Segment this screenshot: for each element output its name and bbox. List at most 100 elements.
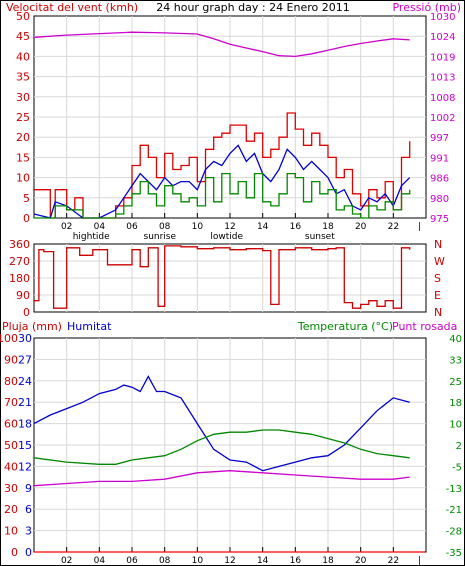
pressure-tick: 975 [430,214,449,225]
temperature-line [33,429,410,465]
x-tick-label: 18 [322,222,334,232]
wind-speed-tick: 35 [16,71,30,84]
temperature-tick: -5 [452,462,462,473]
event-label: sunset [305,232,335,242]
wind-speed-tick: 40 [16,50,30,63]
pressure-tick: 986 [430,174,449,185]
pressure-ticks: 975 980 986 991 997 1002 1008 1013 1019 1024 1030 [430,12,455,225]
humidity-tick: 18 [18,418,32,431]
time-axis: 02 04 06 08 10 12 14 16 18 20 22 | hightide sunrise lo… [61,213,421,242]
x-tick-label: 02 [61,222,72,232]
wind-speed-tick: 20 [16,131,30,144]
pressure-tick: 1013 [430,73,455,84]
x-tick-label: 10 [192,222,204,232]
temperature-tick: 10 [449,420,462,431]
humidity-tick: 3 [25,525,32,538]
pressure-axis-label: Pressió (mb) [392,1,461,14]
humidity-axis-label: Humitat [67,320,112,333]
x-tick-label: 20 [355,556,367,566]
rain-humidity-temperature-series [33,375,425,553]
humidity-tick: 9 [25,482,32,495]
humidity-tick: 27 [18,353,32,366]
x-tick-label: 14 [257,222,269,232]
rain-tick: 80 [4,375,18,388]
degrees-tick: 360 [9,238,30,251]
wind-speed-tick: 0 [23,212,30,225]
temperature-tick: 18 [449,398,462,409]
x-tick-label: 10 [192,556,204,566]
x-tick-label: 08 [159,556,171,566]
wind-speed-ticks: 0 5 10 15 20 25 30 35 40 45 50 [16,10,30,225]
temperature-label-text: Temperatura (°C) [297,320,393,333]
wind-speed-tick: 50 [16,10,30,23]
humidity-tick: 0 [25,546,32,559]
humidity-tick: 21 [18,396,32,409]
temperature-ticks: -35 -28 -21 -13 -5 2 10 18 25 33 40 [446,334,462,559]
wind-pressure-series [33,31,411,219]
humidity-line [33,375,410,472]
compass-tick: N [434,238,442,251]
x-tick-label: 02 [61,556,72,566]
temperature-tick: 33 [449,355,462,366]
rain-tick: 10 [4,525,18,538]
temperature-tick: -28 [446,527,462,538]
temperature-tick: -35 [446,548,462,559]
compass-tick: N [434,306,442,319]
rain-tick: 30 [4,482,18,495]
humidity-tick: 6 [25,503,32,516]
x-tick-label: 20 [355,222,367,232]
degrees-tick: 180 [9,272,30,285]
pressure-tick: 1002 [430,113,455,124]
humidity-tick: 12 [18,460,32,473]
x-tick-label: 12 [224,222,235,232]
humidity-ticks: 0 3 6 9 12 15 18 21 24 27 30 [18,332,32,559]
degrees-tick: 0 [23,306,30,319]
wind-direction-series [34,245,411,309]
event-label: lowtide [210,232,243,242]
temperature-tick: 25 [449,377,462,388]
rain-axis-label: Pluja (mm) [2,320,62,333]
pressure-tick: 1008 [430,93,455,104]
rain-tick: 50 [4,439,18,452]
x-tick-label: 06 [126,222,138,232]
wind-average-line [34,172,411,219]
humidity-tick: 15 [18,439,32,452]
wind-speed-tick: 15 [16,151,30,164]
pressure-tick: 1024 [430,32,455,43]
x-tick-label: 08 [159,222,171,232]
x-tick-label: 22 [388,556,399,566]
compass-tick: W [434,255,445,268]
x-tick-label: | [418,222,421,232]
degrees-tick: 90 [16,289,30,302]
rain-tick: 70 [4,396,18,409]
wind-speed-tick: 10 [16,172,30,185]
wind-direction-line [34,245,411,309]
humidity-tick: 24 [18,375,32,388]
rain-ticks: 0 10 20 30 40 50 60 70 80 90 100 [0,332,18,559]
degrees-ticks: 0 90 180 270 360 [9,238,30,319]
rain-tick: 0 [11,546,18,559]
wind-speed-tick: 25 [16,111,30,124]
rain-tick: 60 [4,418,18,431]
x-tick-label: 18 [322,556,334,566]
x-tick-label: 04 [94,222,106,232]
pressure-tick: 997 [430,133,449,144]
degrees-tick: 270 [9,255,30,268]
dew-point-line [33,470,410,487]
wind-speed-tick: 30 [16,91,30,104]
temperature-tick: -21 [446,505,462,516]
rain-tick: 20 [4,503,18,516]
x-tick-label: 06 [126,556,138,566]
wind-speed-tick: 45 [16,30,30,43]
x-tick-label: 16 [290,222,302,232]
x-tick-label: 04 [94,556,106,566]
wind-speed-tick: 5 [23,192,30,205]
pressure-tick: 991 [430,153,449,164]
compass-tick: E [434,289,441,302]
gridlines [34,338,426,552]
pressure-tick: 980 [430,194,449,205]
